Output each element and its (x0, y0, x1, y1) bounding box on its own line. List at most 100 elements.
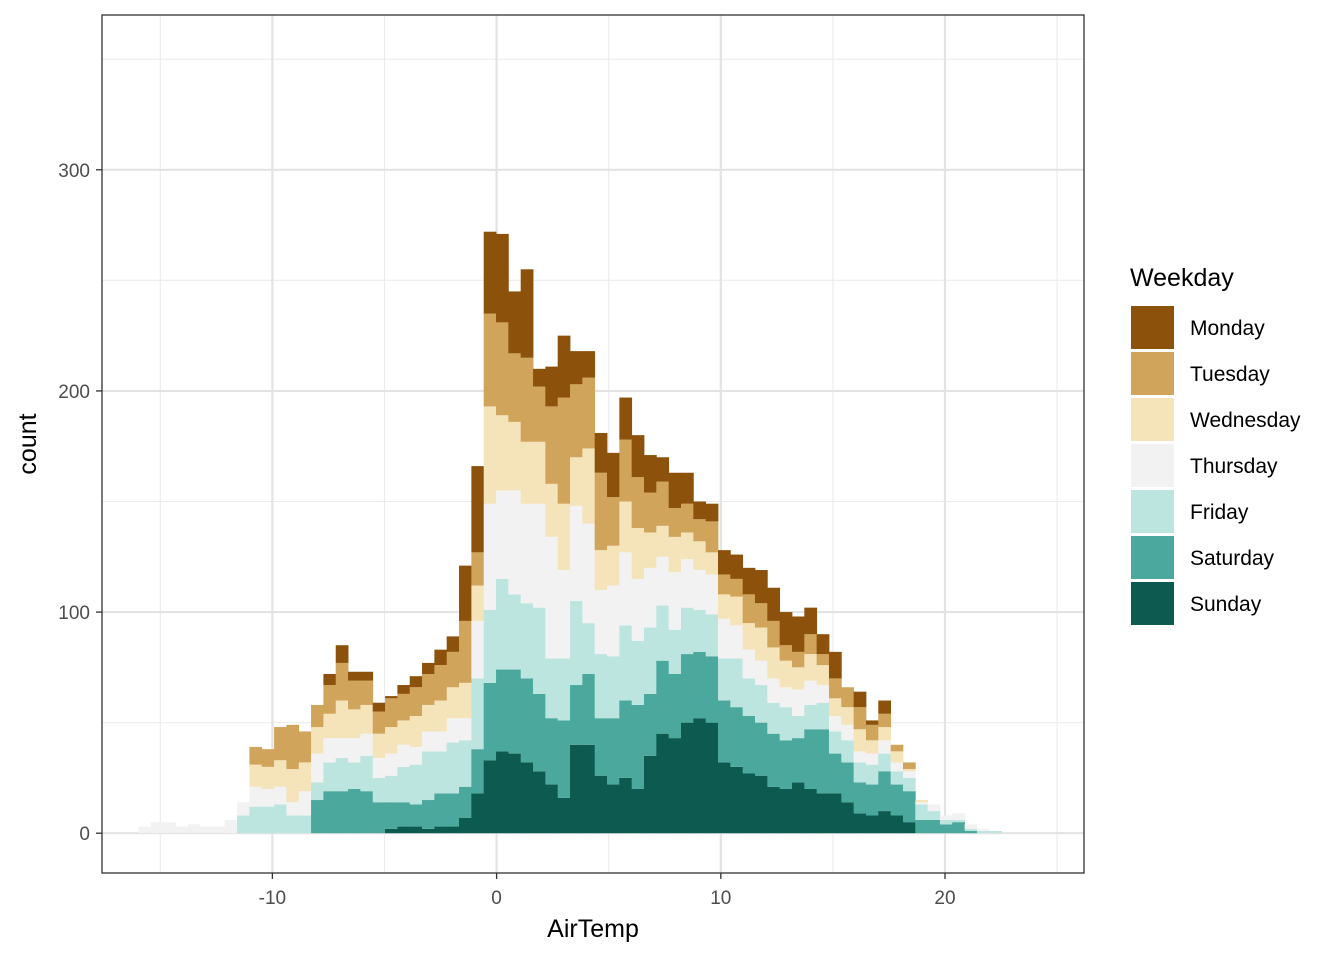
bar-saturday (409, 804, 423, 827)
bar-saturday (508, 669, 522, 754)
bar-thursday (594, 589, 608, 655)
bar-sunday (742, 773, 756, 834)
bar-monday (742, 567, 756, 595)
bar-tuesday (409, 687, 423, 716)
bar-sunday (791, 782, 805, 834)
bar-saturday (668, 673, 682, 739)
bar-friday (989, 830, 1003, 834)
bar-thursday (890, 762, 904, 772)
bar-saturday (890, 784, 904, 816)
bar-wednesday (533, 441, 546, 504)
bar-monday (619, 397, 633, 440)
bar-monday (483, 231, 497, 314)
bar-wednesday (680, 532, 694, 559)
bar-monday (372, 702, 386, 712)
bar-sunday (816, 793, 830, 834)
bar-thursday (409, 746, 423, 765)
bar-thursday (742, 649, 756, 679)
bar-tuesday (902, 762, 916, 770)
legend-label-sunday: Sunday (1190, 593, 1262, 616)
bar-thursday (175, 826, 189, 834)
bar-saturday (631, 704, 645, 789)
bar-wednesday (816, 665, 830, 686)
bar-tuesday (471, 552, 485, 586)
bar-tuesday (816, 654, 830, 666)
bar-sunday (520, 762, 534, 834)
bar-tuesday (360, 680, 374, 705)
bar-sunday (397, 826, 411, 834)
bar-monday (804, 607, 818, 635)
bar-friday (237, 815, 250, 834)
legend-label-thursday: Thursday (1190, 455, 1278, 478)
bar-wednesday (385, 727, 398, 754)
bar-wednesday (261, 766, 275, 789)
bar-friday (693, 609, 707, 652)
bar-monday (791, 616, 805, 652)
bar-friday (446, 742, 460, 794)
legend-label-saturday: Saturday (1190, 547, 1275, 570)
x-tick-label: 20 (934, 888, 955, 909)
legend-title: Weekday (1130, 264, 1234, 292)
bar-friday (385, 775, 398, 803)
bar-tuesday (520, 357, 534, 442)
bar-tuesday (594, 472, 608, 551)
bar-saturday (533, 693, 546, 772)
bar-friday (668, 629, 682, 674)
bar-sunday (570, 744, 583, 834)
bar-saturday (360, 791, 374, 834)
bar-monday (422, 662, 435, 674)
bar-thursday (705, 574, 719, 615)
bar-tuesday (422, 673, 435, 705)
bar-friday (557, 658, 571, 721)
bar-wednesday (902, 769, 916, 772)
bar-thursday (939, 815, 953, 820)
bar-tuesday (828, 678, 842, 699)
bar-wednesday (853, 729, 867, 752)
bar-wednesday (372, 733, 386, 759)
bar-friday (348, 762, 361, 789)
bar-friday (730, 658, 744, 708)
bar-sunday (508, 753, 522, 834)
bar-monday (520, 269, 534, 358)
bar-tuesday (890, 744, 904, 752)
bar-thursday (385, 753, 398, 776)
bar-friday (705, 614, 719, 657)
bar-monday (656, 457, 670, 482)
bar-sunday (582, 744, 596, 834)
bar-saturday (841, 762, 855, 803)
bar-friday (878, 753, 892, 772)
bar-monday (607, 452, 620, 498)
bar-monday (779, 612, 793, 646)
bar-saturday (791, 738, 805, 783)
bar-sunday (631, 788, 645, 834)
bar-monday (323, 673, 337, 686)
bar-thursday (150, 822, 164, 834)
bar-tuesday (385, 698, 398, 728)
legend-label-tuesday: Tuesday (1190, 363, 1270, 386)
bar-friday (323, 762, 337, 792)
bar-saturday (939, 824, 953, 834)
bar-saturday (878, 771, 892, 812)
bar-thursday (767, 678, 781, 703)
bar-tuesday (779, 645, 793, 661)
bar-monday (631, 435, 645, 478)
bar-tuesday (841, 687, 855, 708)
bar-friday (545, 658, 559, 719)
bar-wednesday (890, 751, 904, 763)
bar-wednesday (286, 769, 300, 803)
bar-sunday (409, 826, 423, 834)
bar-wednesday (804, 654, 818, 681)
bar-saturday (483, 682, 497, 761)
bar-friday (644, 627, 657, 694)
bar-monday (878, 700, 892, 714)
bar-friday (680, 607, 694, 655)
bar-saturday (594, 718, 608, 776)
bar-tuesday (619, 439, 633, 502)
bar-friday (422, 751, 435, 801)
y-tick-label: 300 (58, 161, 90, 182)
bar-sunday (890, 815, 904, 834)
bar-wednesday (730, 596, 744, 626)
bar-friday (409, 764, 423, 805)
bar-friday (754, 685, 768, 723)
legend: Monday Tuesday Wednesday Thursday Friday Satu… (1131, 306, 1301, 625)
